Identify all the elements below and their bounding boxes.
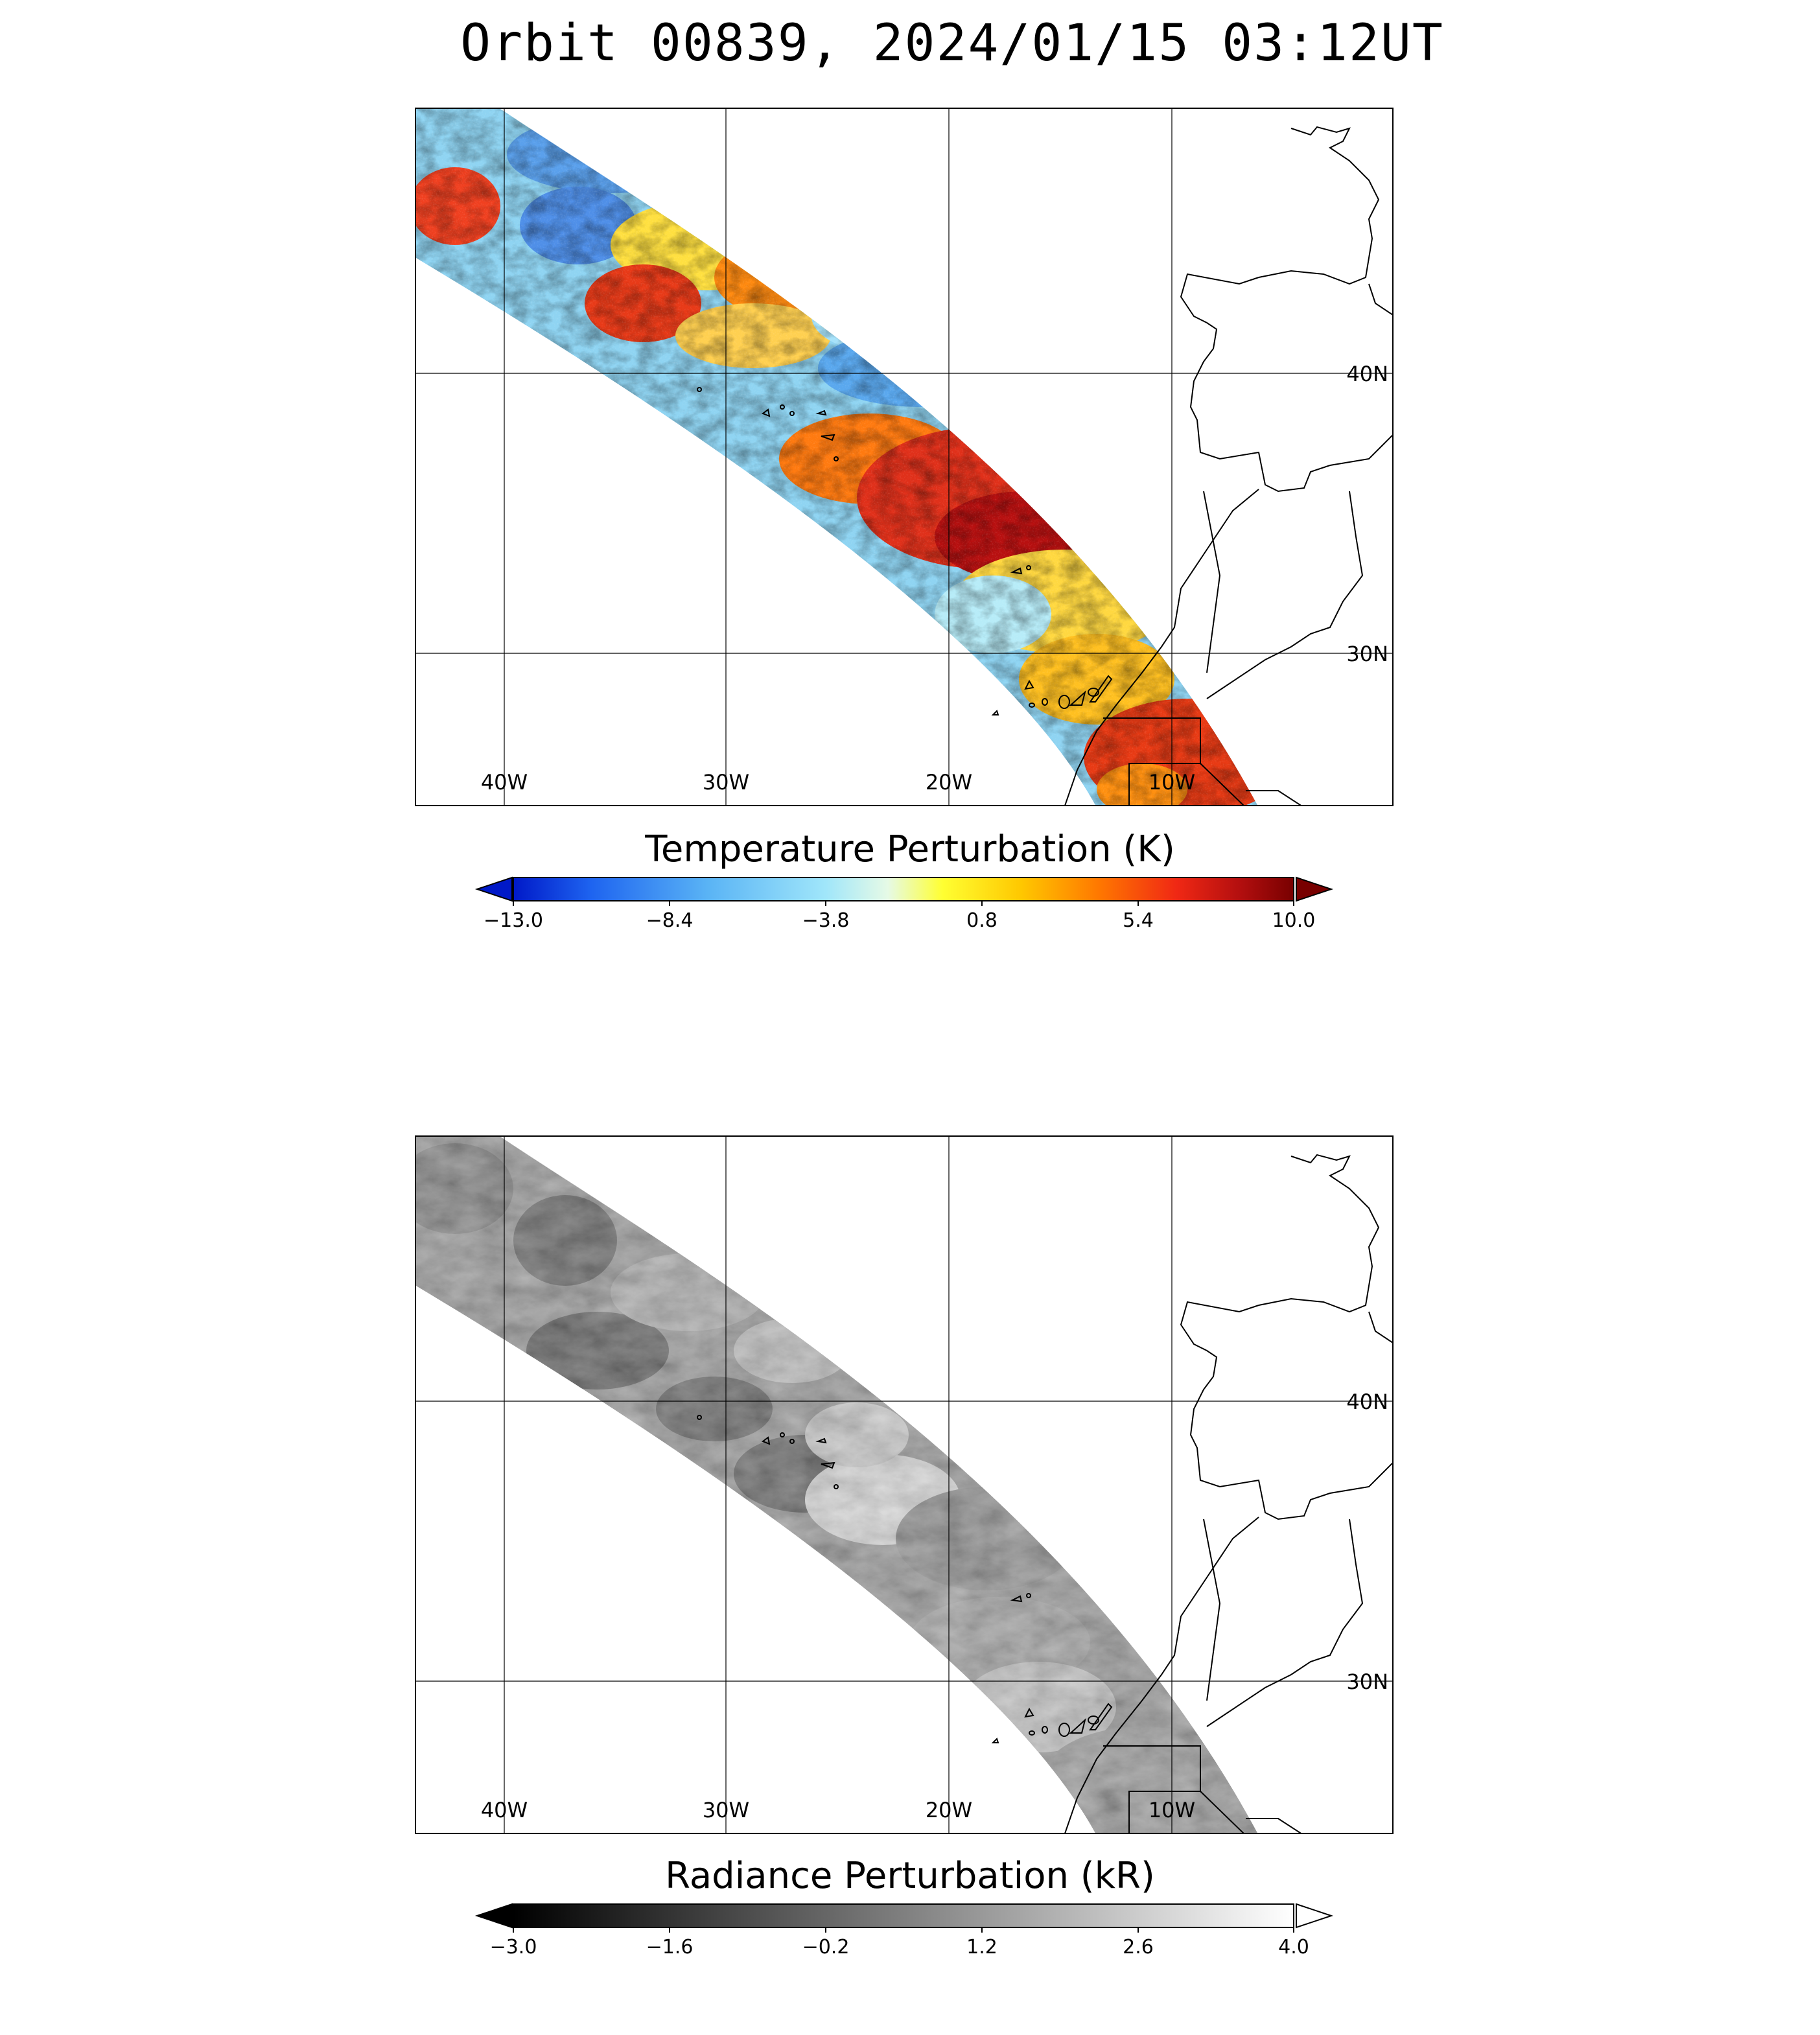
lon-label-40w: 40W — [481, 770, 528, 795]
colorbar-tick: 5.4 — [1123, 909, 1154, 932]
colorbar-over-arrow — [1296, 876, 1334, 902]
colorbar-gradient — [513, 877, 1294, 901]
colorbar-under-arrow — [474, 1903, 513, 1929]
colorbar-over-arrow — [1296, 1903, 1334, 1929]
radiance-map-canvas: 40W 30W 20W 10W 40N 30N — [416, 1137, 1392, 1833]
lon-label-20w: 20W — [926, 1798, 972, 1822]
graticule — [416, 109, 1392, 805]
temperature-map-canvas: 40W 30W 20W 10W 40N 30N — [416, 109, 1392, 805]
colorbar-under-arrow — [474, 876, 513, 902]
lat-label-40n: 40N — [1346, 1390, 1388, 1414]
lon-label-30w: 30W — [703, 1798, 749, 1822]
lon-label-40w: 40W — [481, 1798, 528, 1822]
colorbar-tick: −3.8 — [802, 909, 850, 932]
colorbar-tick: −3.0 — [490, 1936, 537, 1959]
coastline — [697, 126, 1392, 805]
lon-label-30w: 30W — [703, 770, 749, 795]
coastline — [697, 1154, 1392, 1833]
temperature-map: 40W 30W 20W 10W 40N 30N — [415, 108, 1394, 806]
colorbar-tick: 10.0 — [1272, 909, 1316, 932]
radiance-colorbar-title: Radiance Perturbation (kR) — [665, 1855, 1155, 1897]
lat-label-40n: 40N — [1346, 362, 1388, 386]
radiance-map: 40W 30W 20W 10W 40N 30N — [415, 1135, 1394, 1834]
radiance-swath — [416, 1137, 1259, 1833]
lon-label-20w: 20W — [926, 770, 972, 795]
lat-label-30n: 30N — [1346, 642, 1388, 666]
temperature-colorbar-title: Temperature Perturbation (K) — [645, 828, 1175, 870]
lon-label-10w: 10W — [1149, 770, 1195, 795]
colorbar-tick: 2.6 — [1123, 1936, 1154, 1959]
colorbar-tick: −8.4 — [646, 909, 694, 932]
colorbar-gradient — [513, 1903, 1294, 1928]
temperature-swath — [416, 109, 1259, 805]
colorbar-tick: −13.0 — [484, 909, 543, 932]
colorbar-tick: 1.2 — [966, 1936, 998, 1959]
colorbar-tick: −0.2 — [802, 1936, 850, 1959]
colorbar-tick: 0.8 — [966, 909, 998, 932]
graticule — [416, 1137, 1392, 1833]
lat-label-30n: 30N — [1346, 1669, 1388, 1694]
colorbar-tick: −1.6 — [646, 1936, 694, 1959]
lon-label-10w: 10W — [1149, 1798, 1195, 1822]
page-title: Orbit 00839, 2024/01/15 03:12UT — [460, 14, 1444, 73]
radiance-colorbar: −3.0 −1.6 −0.2 1.2 2.6 4.0 — [474, 1903, 1334, 1959]
colorbar-tick: 4.0 — [1278, 1936, 1309, 1959]
temperature-colorbar: −13.0 −8.4 −3.8 0.8 5.4 10.0 — [474, 876, 1334, 932]
